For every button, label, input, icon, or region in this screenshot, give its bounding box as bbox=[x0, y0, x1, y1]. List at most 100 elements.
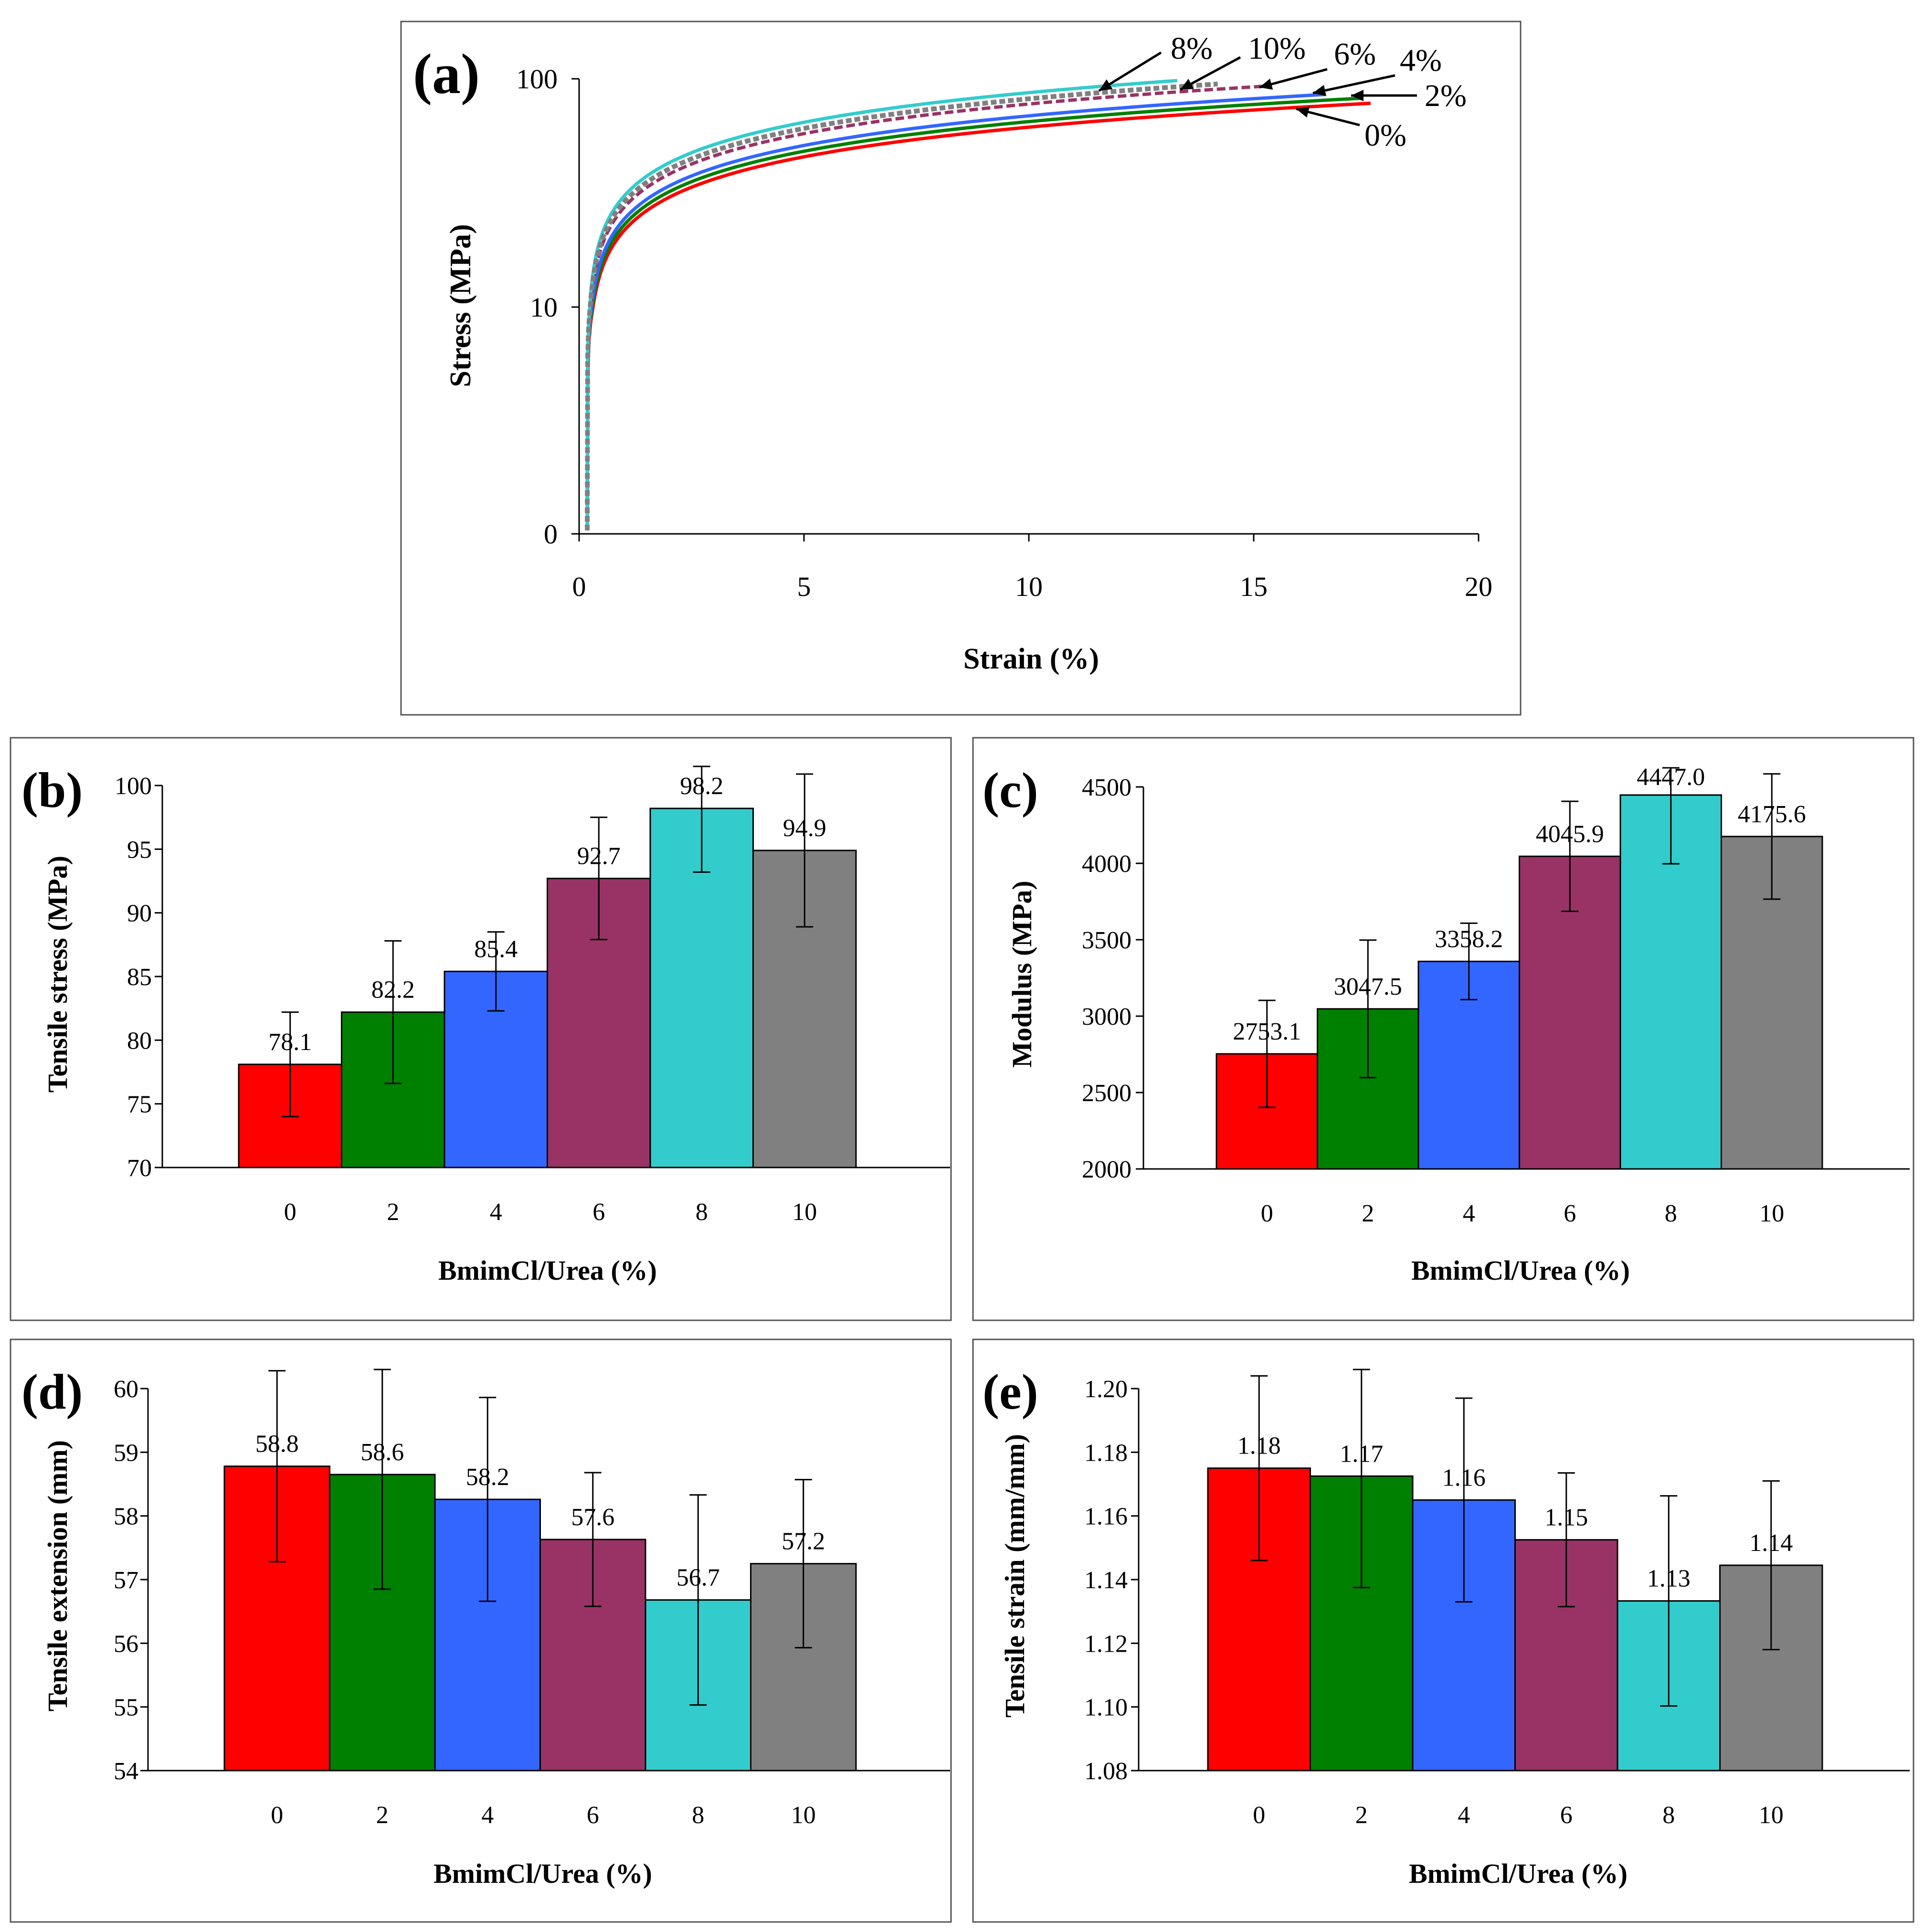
x-tick-label: 8 bbox=[1662, 1802, 1675, 1829]
y-tick-label: 80 bbox=[127, 1027, 152, 1054]
y-tick-label: 1.12 bbox=[1084, 1630, 1128, 1657]
panel-d-label: (d) bbox=[21, 1364, 83, 1420]
panel-d-xlabel: BmimCl/Urea (%) bbox=[433, 1858, 652, 1889]
data-label: 3047.5 bbox=[1334, 973, 1402, 1000]
tensile-extension-bar-chart: 54 55 56 57 58 59 60 58.8 0 58.6 2 58.2 4 57.6 6 56.7 8 5… bbox=[114, 1369, 950, 1829]
panel-a-ylabel: Stress (MPa) bbox=[444, 224, 477, 387]
y-tick-label: 3500 bbox=[1082, 927, 1131, 954]
panel-b: (b) 70 75 80 85 90 95 100 78.1 0 82.2 2 85.4 4 92.7 6 9… bbox=[10, 737, 952, 1321]
annotation-arrowhead bbox=[1351, 90, 1364, 101]
panel-a: (a) 0 5 10 15 20 0 10 100 8% 10% 6% 4%2% 0% Strain (… bbox=[400, 21, 1522, 716]
panel-e-ylabel: Tensile strain (mm/mm) bbox=[999, 1434, 1030, 1718]
tensile-strain-bar-chart: 1.08 1.10 1.12 1.14 1.16 1.18 1.20 1.18 0 1.17 2 1.… bbox=[1084, 1369, 1910, 1829]
annotation-arrowhead bbox=[1259, 78, 1273, 90]
x-tick-label: 6 bbox=[1564, 1200, 1576, 1227]
y-tick-label: 2500 bbox=[1082, 1080, 1131, 1107]
x-tick-label: 0 bbox=[1253, 1802, 1265, 1829]
x-tick-label: 10 bbox=[1759, 1802, 1784, 1829]
modulus-bar-chart: 2000 2500 3000 3500 4000 4500 2753.1 0 3047.5 2 33… bbox=[1082, 764, 1910, 1227]
y-tick-label: 85 bbox=[127, 964, 152, 991]
panel-c-ylabel: Modulus (MPa) bbox=[1006, 881, 1037, 1068]
y-tick-label: 1.14 bbox=[1084, 1567, 1128, 1594]
annotation-arrow bbox=[1312, 74, 1395, 95]
data-label: 3358.2 bbox=[1435, 925, 1503, 953]
x-tick-label: 0 bbox=[572, 571, 586, 602]
panel-e-xlabel: BmimCl/Urea (%) bbox=[1409, 1858, 1628, 1889]
stress-strain-plot: 0 5 10 15 20 0 10 100 8% 10% 6% 4%2% 0% bbox=[516, 31, 1492, 602]
annotation-arrowhead bbox=[1313, 85, 1326, 96]
panel-b-ylabel: Tensile stress (MPa) bbox=[42, 856, 73, 1093]
annotation-label: 8% bbox=[1171, 31, 1213, 66]
x-tick-label: 4 bbox=[1458, 1802, 1470, 1829]
x-tick-label: 5 bbox=[797, 571, 811, 602]
panel-a-label: (a) bbox=[413, 42, 480, 106]
y-tick-label: 1.18 bbox=[1084, 1439, 1128, 1466]
data-label: 98.2 bbox=[680, 773, 723, 800]
x-tick-label: 2 bbox=[1362, 1200, 1374, 1227]
annotation-label: 0% bbox=[1364, 118, 1406, 153]
tensile-stress-bar-chart: 70 75 80 85 90 95 100 78.1 0 82.2 2 85.4 4 92.7 6 98.2 8… bbox=[115, 765, 950, 1226]
y-tick-label: 4000 bbox=[1082, 850, 1131, 878]
x-tick-label: 4 bbox=[481, 1802, 494, 1829]
x-tick-label: 8 bbox=[696, 1199, 708, 1226]
series-line-8% bbox=[585, 79, 1178, 531]
y-tick-label: 58 bbox=[114, 1503, 138, 1530]
x-tick-label: 2 bbox=[376, 1802, 389, 1829]
y-tick-label: 0 bbox=[544, 519, 558, 550]
annotation-label: 2% bbox=[1425, 78, 1467, 113]
panel-b-xlabel: BmimCl/Urea (%) bbox=[438, 1255, 657, 1286]
x-tick-label: 6 bbox=[592, 1199, 605, 1226]
data-label: 58.2 bbox=[466, 1464, 509, 1491]
panel-c: (c) 2000 2500 3000 3500 4000 4500 2753.1 0 3047.… bbox=[972, 737, 1914, 1321]
y-tick-label: 59 bbox=[114, 1439, 138, 1466]
x-tick-label: 10 bbox=[1759, 1200, 1784, 1227]
y-tick-label: 10 bbox=[530, 292, 558, 323]
y-tick-label: 90 bbox=[127, 900, 152, 927]
x-tick-label: 15 bbox=[1240, 571, 1268, 602]
panel-d-ylabel: Tensile extension (mm) bbox=[42, 1440, 73, 1711]
data-label: 57.2 bbox=[782, 1528, 825, 1555]
data-label: 57.6 bbox=[571, 1504, 614, 1531]
data-label: 82.2 bbox=[371, 977, 415, 1004]
x-tick-label: 8 bbox=[692, 1802, 704, 1829]
series-line-4% bbox=[585, 93, 1326, 531]
data-label: 1.16 bbox=[1442, 1464, 1486, 1491]
y-tick-label: 3000 bbox=[1082, 1003, 1131, 1030]
data-label: 1.14 bbox=[1749, 1529, 1793, 1557]
data-label: 1.17 bbox=[1340, 1440, 1383, 1467]
data-label: 58.8 bbox=[255, 1431, 299, 1458]
panel-a-frame bbox=[400, 21, 1522, 716]
x-tick-label: 6 bbox=[1560, 1802, 1573, 1829]
x-tick-label: 0 bbox=[284, 1199, 296, 1226]
annotation-label: 4% bbox=[1400, 43, 1442, 78]
panel-d: (d) 54 55 56 57 58 59 60 58.8 0 58.6 2 58.2 4 57.6 6 56… bbox=[10, 1338, 952, 1923]
data-label: 85.4 bbox=[474, 935, 518, 963]
y-tick-label: 4500 bbox=[1082, 774, 1131, 801]
data-label: 1.15 bbox=[1544, 1504, 1588, 1531]
x-tick-label: 4 bbox=[1463, 1200, 1475, 1227]
y-tick-label: 56 bbox=[114, 1630, 138, 1657]
annotation-arrowhead bbox=[1180, 79, 1194, 90]
data-label: 56.7 bbox=[677, 1564, 720, 1592]
x-tick-label: 6 bbox=[587, 1802, 599, 1829]
annotation-label: 6% bbox=[1334, 37, 1376, 72]
data-label: 2753.1 bbox=[1233, 1018, 1301, 1045]
x-tick-label: 8 bbox=[1665, 1200, 1677, 1227]
data-label: 4175.6 bbox=[1738, 801, 1806, 828]
annotation-arrowhead bbox=[1296, 106, 1310, 118]
panel-a-xlabel: Strain (%) bbox=[963, 643, 1099, 675]
y-tick-label: 70 bbox=[127, 1155, 152, 1182]
y-tick-label: 100 bbox=[516, 64, 558, 95]
x-tick-label: 0 bbox=[1261, 1200, 1273, 1227]
series-line-0% bbox=[585, 101, 1371, 531]
x-tick-label: 20 bbox=[1465, 571, 1492, 602]
data-label: 1.13 bbox=[1647, 1565, 1691, 1592]
y-tick-label: 1.16 bbox=[1084, 1503, 1128, 1530]
y-tick-label: 60 bbox=[114, 1376, 138, 1403]
y-tick-label: 75 bbox=[127, 1091, 152, 1118]
data-label: 92.7 bbox=[577, 843, 621, 870]
y-tick-label: 1.20 bbox=[1084, 1376, 1128, 1403]
series-line-2% bbox=[585, 96, 1362, 531]
panel-e-label: (e) bbox=[983, 1364, 1038, 1420]
